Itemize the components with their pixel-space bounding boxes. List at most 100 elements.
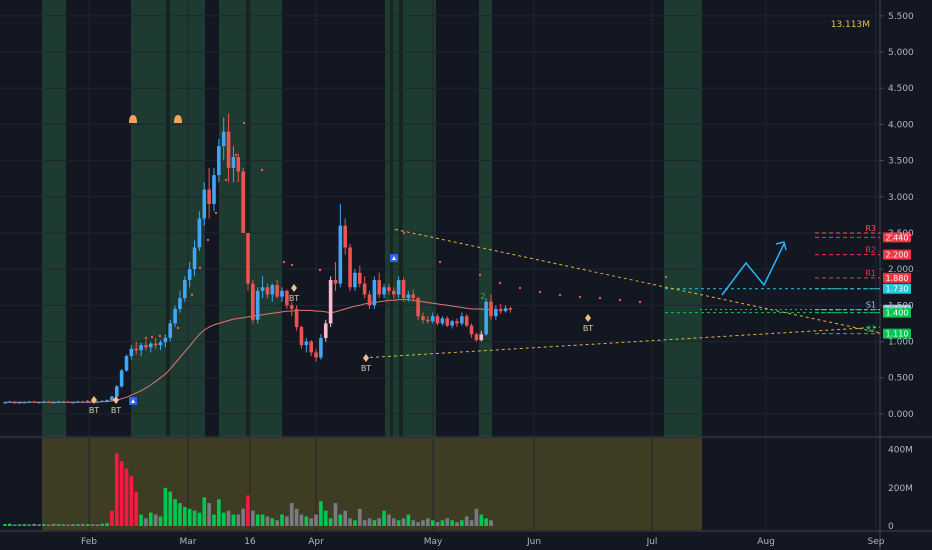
bell-icon [129, 115, 137, 123]
volume-readout: 13.113M [831, 20, 870, 30]
signal-dot [318, 268, 322, 272]
price-tick-label: 4.500 [888, 84, 914, 94]
projection-path [721, 243, 785, 296]
level-price-text: 2.200 [886, 251, 909, 260]
volume-bar [343, 510, 347, 526]
volume-bar [119, 461, 124, 526]
volume-bar [158, 516, 163, 526]
volume-bar [12, 524, 17, 526]
candle-body [367, 294, 372, 306]
volume-tick-label: 200M [888, 484, 913, 494]
candle-body [498, 308, 503, 312]
candle-body [144, 345, 148, 348]
candle-body [212, 175, 216, 205]
candle-body [192, 247, 197, 270]
volume-bar [474, 508, 479, 526]
volume-bar [207, 503, 211, 526]
signal-dot [242, 121, 246, 125]
volume-bar [338, 514, 343, 526]
level-price-box [883, 307, 911, 318]
signal-dot [144, 336, 148, 340]
level-price-text: 1.400 [886, 309, 909, 318]
candle-body [32, 401, 36, 403]
candle-body [460, 316, 464, 324]
bt-label: BT [583, 324, 593, 333]
volume-bar [406, 514, 411, 526]
volume-bar [114, 453, 119, 526]
volume-bar [333, 503, 338, 526]
volume-bar [61, 524, 66, 526]
candle-body [299, 327, 304, 346]
candle-body [8, 401, 12, 403]
date-tick-label: Feb [81, 537, 97, 547]
volume-bar [163, 487, 168, 526]
candle-body [114, 386, 119, 397]
volume-bar [367, 518, 372, 526]
signal-dot [664, 275, 668, 279]
volume-bar [416, 522, 420, 526]
candle-body [464, 316, 469, 326]
moving-average-line [5, 299, 491, 403]
volume-bar [139, 514, 143, 526]
bell-icon [174, 115, 182, 123]
candle-body [314, 352, 318, 358]
candle-body [333, 280, 338, 284]
wave-marker: 2 [480, 292, 485, 301]
bullish-zone [42, 0, 66, 437]
axes: 5.500 5.000 4.500 4.000 3.500 3.000 2.500 2.000… [81, 12, 914, 547]
volume-bar [353, 520, 357, 526]
bt-label: BT [111, 406, 121, 415]
date-tick-label: Jun [526, 537, 541, 547]
volume-bar [382, 510, 386, 526]
level-price-box [883, 328, 911, 339]
signal-dot [402, 231, 406, 235]
level-price-box [883, 283, 911, 294]
signal-dot [290, 263, 294, 267]
volume-bar [221, 512, 226, 526]
candle-body [76, 401, 80, 403]
candle-body [183, 280, 187, 299]
volume-bar [153, 514, 158, 526]
volume-bar [377, 518, 382, 526]
volume-bar [66, 524, 70, 526]
volume-bar [90, 524, 95, 526]
candle-body [474, 334, 479, 341]
candle-body [396, 280, 401, 295]
volume-bar [479, 514, 484, 526]
bt-diamond [363, 354, 369, 362]
volume-bar [17, 524, 22, 526]
volume-bar [236, 514, 241, 526]
candle-body [27, 401, 32, 403]
candle-body [3, 402, 7, 404]
candle-body [450, 321, 454, 326]
signal-dot [618, 298, 622, 302]
candle-body [105, 400, 109, 402]
candle-body [197, 218, 202, 248]
price-tick-label: 5.000 [888, 48, 914, 58]
level-label: R2 [865, 246, 876, 255]
candle-body [187, 269, 192, 281]
date-tick-label: Mar [180, 537, 197, 547]
signal-dot [538, 290, 542, 294]
candle-body [46, 401, 51, 403]
signal-dot [234, 153, 238, 157]
volume-bar [85, 524, 90, 526]
candle-body [226, 131, 231, 168]
candle-body [178, 298, 182, 309]
volume-bar [323, 510, 328, 526]
signal-dot [578, 295, 582, 299]
signal-dot [190, 293, 194, 297]
price-tick-label: 5.500 [888, 12, 914, 22]
date-tick-label: Apr [308, 537, 324, 547]
candle-body [338, 225, 343, 284]
volume-bar [134, 491, 139, 526]
candle-body [343, 225, 347, 248]
candle-body [372, 280, 377, 306]
volume-bar [280, 514, 284, 526]
candle-body [309, 341, 313, 353]
volume-bar [187, 508, 192, 526]
signal-dot [282, 260, 286, 264]
level-price-box [883, 249, 911, 260]
